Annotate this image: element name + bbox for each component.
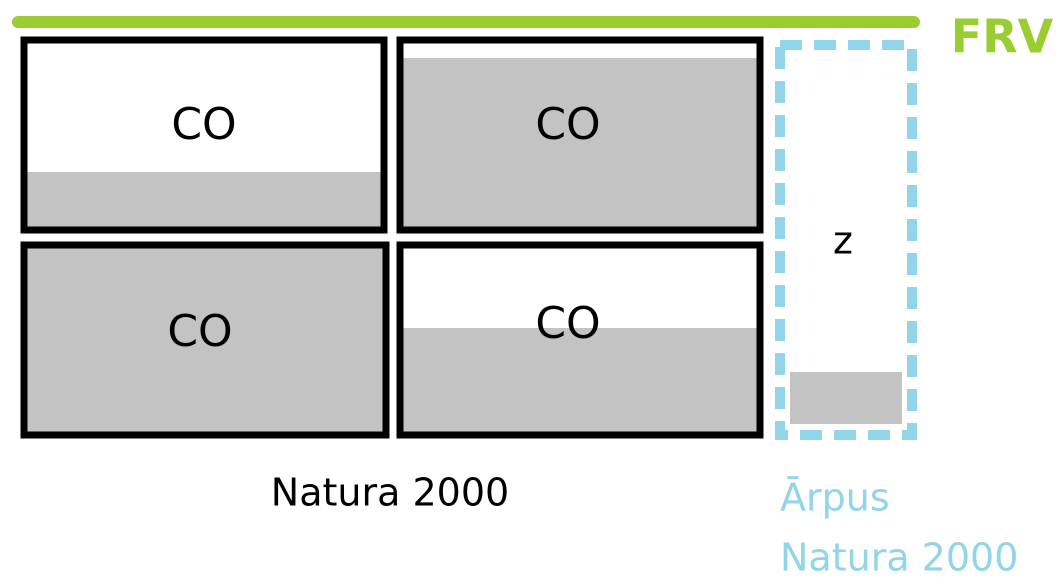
frv-label: FRV xyxy=(951,10,1054,64)
cell: CO xyxy=(20,36,388,234)
cell: CO xyxy=(396,36,764,234)
outside-caption: Ārpus xyxy=(780,476,890,520)
outside-border xyxy=(775,40,917,440)
cell-fill xyxy=(24,245,386,435)
cell-fill xyxy=(400,58,760,230)
natura-label: Natura 2000 xyxy=(271,471,509,515)
cell-border xyxy=(396,36,764,234)
cell-label: CO xyxy=(167,306,232,357)
outside-caption: Natura 2000 xyxy=(780,536,1018,580)
cell: CO xyxy=(20,241,390,439)
cell: CO xyxy=(396,241,764,439)
cell-fill xyxy=(24,172,384,230)
outside-label: z xyxy=(833,219,853,263)
outside-fill xyxy=(790,372,902,424)
cell-label: CO xyxy=(171,99,236,150)
cell-border xyxy=(20,241,390,439)
cell-label: CO xyxy=(535,298,600,349)
cell-label: CO xyxy=(535,99,600,150)
cell-fill xyxy=(400,328,760,435)
outside-cell: z xyxy=(775,40,917,440)
cell-border xyxy=(396,241,764,439)
cell-border xyxy=(20,36,388,234)
